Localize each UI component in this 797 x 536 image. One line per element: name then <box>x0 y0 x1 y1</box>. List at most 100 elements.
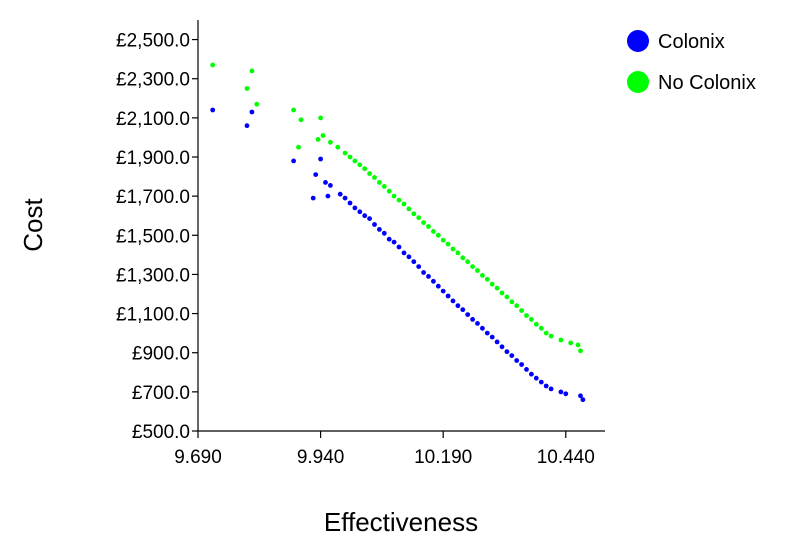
scatter-point <box>381 230 387 236</box>
scatter-point <box>578 393 583 399</box>
scatter-point <box>291 158 296 164</box>
scatter-point <box>421 220 426 226</box>
scatter-point <box>357 162 363 168</box>
scatter-point <box>362 213 368 219</box>
scatter-point <box>244 123 250 129</box>
scatter-point <box>538 379 544 385</box>
scatter-point <box>335 144 341 150</box>
scatter-point <box>504 294 510 300</box>
scatter-point <box>367 216 372 222</box>
scatter-point <box>396 244 402 250</box>
series-colonix <box>210 107 586 403</box>
scatter-point <box>298 117 304 123</box>
scatter-point <box>411 211 417 217</box>
y-tick-label: £700.0 <box>132 383 190 404</box>
scatter-point <box>411 259 417 265</box>
scatter-point <box>494 285 500 291</box>
scatter-point <box>337 191 343 197</box>
scatter-point <box>475 321 480 326</box>
scatter-point <box>533 321 539 327</box>
scatter-point <box>529 317 534 322</box>
scatter-point <box>367 171 372 177</box>
x-tick-label: 10.440 <box>537 447 595 468</box>
scatter-point <box>470 317 475 322</box>
scatter-point <box>315 137 321 142</box>
scatter-point <box>445 293 451 299</box>
scatter-point <box>401 201 407 207</box>
scatter-point <box>489 281 495 287</box>
scatter-point <box>249 68 255 74</box>
x-tick-label: 9.940 <box>297 447 345 468</box>
scatter-point <box>524 367 529 372</box>
scatter-point <box>431 278 436 284</box>
scatter-point <box>431 229 436 234</box>
scatter-point <box>480 273 485 278</box>
scatter-point <box>391 193 397 199</box>
scatter-point <box>484 330 490 336</box>
scatter-point <box>563 391 569 397</box>
y-tick-label: £2,300.0 <box>116 70 190 91</box>
scatter-point <box>440 237 446 243</box>
scatter-point <box>494 339 500 345</box>
scatter-point <box>210 107 216 113</box>
scatter-point <box>475 268 480 273</box>
scatter-point <box>291 107 296 113</box>
y-tick-label: £1,300.0 <box>116 265 190 286</box>
scatter-point <box>484 276 490 282</box>
scatter-point <box>455 303 461 309</box>
legend-marker-colonix <box>627 30 649 52</box>
scatter-point <box>440 288 446 294</box>
scatter-point <box>504 349 510 355</box>
x-tick-label: 9.690 <box>174 447 222 468</box>
scatter-point <box>318 115 323 121</box>
scatter-point <box>352 158 358 164</box>
scatter-point <box>421 270 426 275</box>
legend-label-colonix: Colonix <box>658 31 725 53</box>
scatter-point <box>352 205 358 211</box>
scatter-point <box>489 334 495 340</box>
scatter-point <box>249 109 255 115</box>
series-no-colonix <box>210 62 583 354</box>
legend-label-no-colonix: No Colonix <box>658 72 756 94</box>
scatter-point <box>325 193 331 199</box>
scatter-point <box>426 274 431 279</box>
y-axis-title: Cost <box>18 197 48 251</box>
scatter-point <box>538 325 544 331</box>
scatter-point <box>244 86 250 91</box>
legend-marker-no-colonix <box>627 71 649 93</box>
scatter-point <box>465 312 471 317</box>
scatter-point <box>548 386 554 392</box>
scatter-point <box>396 197 402 203</box>
scatter-point <box>318 156 323 162</box>
plot-area <box>197 20 605 432</box>
scatter-point <box>401 250 407 256</box>
scatter-point <box>480 325 485 331</box>
scatter-point <box>328 139 333 145</box>
scatter-point <box>524 313 529 318</box>
y-axis: £500.0 £700.0 £900.0 £1,100.0 £1,300.0 £1,500… <box>116 31 198 443</box>
scatter-point <box>377 227 382 232</box>
scatter-point <box>386 236 392 242</box>
scatter-point <box>372 222 377 227</box>
scatter-point <box>310 195 316 201</box>
scatter-point <box>533 375 539 381</box>
scatter-point <box>580 397 586 403</box>
scatter-point <box>455 250 461 256</box>
scatter-point <box>470 264 475 269</box>
scatter-point <box>460 307 466 313</box>
scatter-point <box>450 246 456 252</box>
scatter-point <box>435 283 441 289</box>
scatter-point <box>460 255 466 261</box>
scatter-point <box>543 383 549 389</box>
scatter-point <box>509 299 515 305</box>
scatter-point <box>575 342 581 348</box>
scatter-point <box>323 180 328 185</box>
scatter-point <box>342 150 348 156</box>
scatter-point <box>313 172 319 178</box>
scatter-point <box>406 206 412 212</box>
scatter-point <box>416 215 422 221</box>
scatter-point <box>362 166 368 172</box>
scatter-point <box>372 175 377 180</box>
scatter-point <box>210 62 216 68</box>
